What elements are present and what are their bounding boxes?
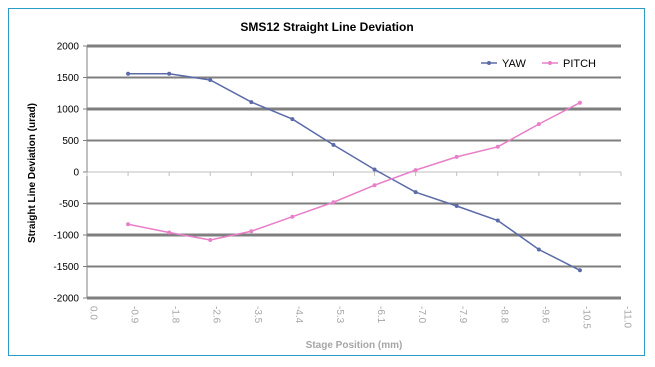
legend-marker-yaw	[487, 61, 491, 65]
data-point-yaw	[454, 204, 459, 209]
chart-frame: SMS12 Straight Line Deviation Straight L…	[8, 8, 645, 356]
x-tick-label: -4.4	[293, 306, 304, 324]
data-point-pitch	[495, 144, 500, 149]
y-tick-label: -2000	[53, 294, 79, 305]
data-point-yaw	[331, 142, 336, 147]
data-point-pitch	[331, 200, 336, 205]
data-point-pitch	[126, 222, 131, 227]
x-tick-label: -3.5	[252, 306, 263, 324]
data-point-yaw	[577, 268, 582, 273]
data-point-pitch	[372, 183, 377, 188]
data-point-yaw	[495, 218, 500, 223]
legend-label-pitch: PITCH	[563, 58, 596, 70]
data-point-yaw	[290, 117, 295, 122]
data-point-pitch	[208, 238, 213, 243]
y-tick-label: -500	[59, 199, 79, 210]
y-tick-label: -1500	[53, 262, 79, 273]
y-tick-label: 1500	[57, 73, 80, 84]
data-point-pitch	[454, 154, 459, 159]
x-tick-label: -9.6	[539, 306, 550, 324]
data-point-yaw	[249, 100, 254, 105]
chart-title: SMS12 Straight Line Deviation	[240, 20, 413, 34]
data-point-yaw	[536, 247, 541, 252]
data-point-pitch	[167, 230, 172, 235]
y-tick-label: -1000	[53, 231, 79, 242]
data-point-yaw	[372, 167, 377, 172]
y-tick-label: 500	[62, 136, 79, 147]
y-tick-label: 0	[73, 168, 79, 179]
x-tick-label: -7.0	[416, 306, 427, 324]
data-point-pitch	[577, 100, 582, 105]
data-point-yaw	[208, 78, 213, 83]
y-axis-label: Straight Line Deviation (urad)	[27, 103, 38, 243]
data-point-yaw	[413, 190, 418, 195]
data-point-pitch	[536, 122, 541, 127]
x-axis-label: Stage Position (mm)	[306, 340, 403, 351]
legend-marker-pitch	[548, 61, 552, 65]
data-point-pitch	[249, 229, 254, 234]
x-tick-label: -6.1	[375, 306, 386, 324]
x-tick-label: -0.9	[129, 306, 140, 324]
x-tick-label: -2.6	[211, 306, 222, 324]
legend-label-yaw: YAW	[502, 58, 526, 70]
x-tick-label: -8.8	[498, 306, 509, 324]
data-point-pitch	[413, 168, 418, 173]
data-point-yaw	[126, 71, 131, 76]
x-tick-label: -7.9	[457, 306, 468, 324]
x-tick-label: -11.0	[622, 306, 633, 328]
series-line-yaw	[128, 72, 581, 271]
chart-svg: SMS12 Straight Line Deviation Straight L…	[27, 20, 633, 351]
x-tick-label: -5.3	[334, 306, 345, 324]
data-point-yaw	[167, 71, 172, 76]
x-tick-label: -1.8	[170, 306, 181, 324]
data-point-pitch	[290, 214, 295, 219]
x-tick-label: 0.0	[88, 306, 99, 320]
x-tick-label: -10.5	[580, 306, 591, 329]
series-line-pitch	[127, 102, 581, 241]
y-tick-label: 2000	[57, 42, 80, 53]
y-tick-label: 1000	[57, 105, 80, 116]
